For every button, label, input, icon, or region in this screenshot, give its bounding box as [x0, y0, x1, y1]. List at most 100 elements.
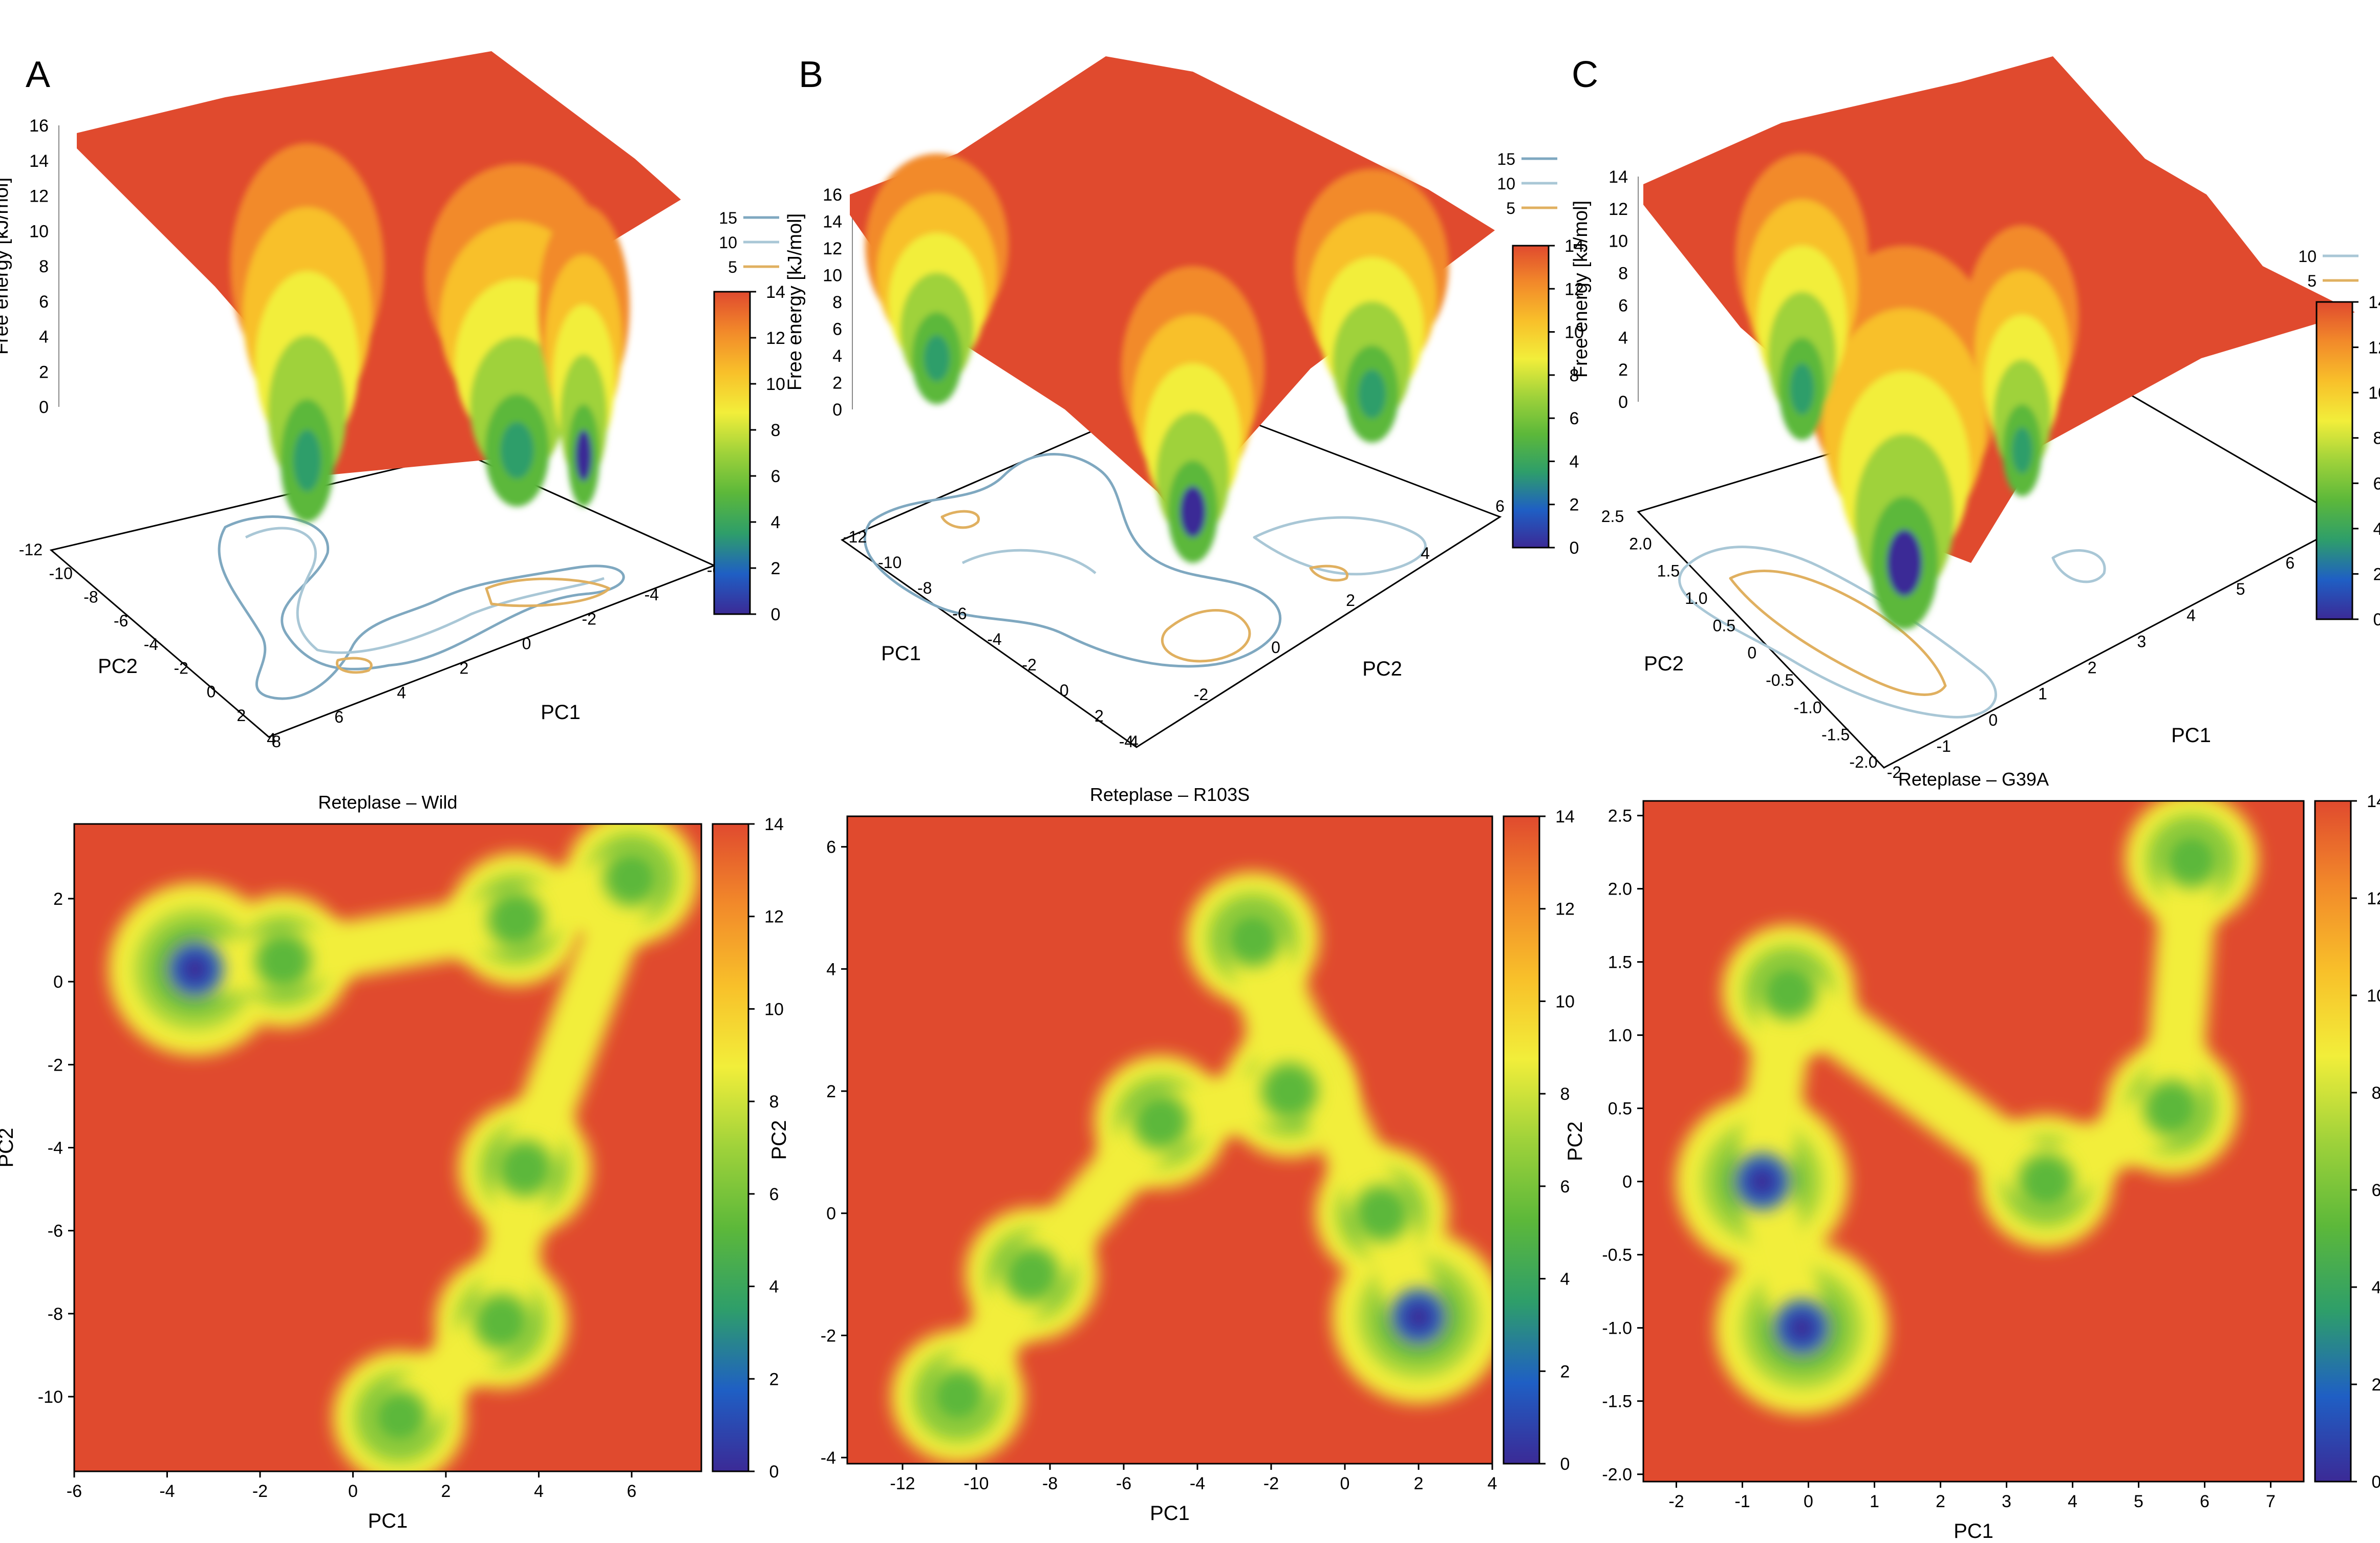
- x-tick-label: 4: [534, 1482, 544, 1501]
- z-tick-label: 8: [1618, 264, 1628, 284]
- heatmap-global-minimum: [1747, 1166, 1778, 1197]
- z-tick-label: 4: [1618, 328, 1628, 347]
- heatmap-basin-core: [497, 1140, 553, 1197]
- contour-legend-label: 5: [2307, 272, 2317, 290]
- colorbar-tick-label: 0: [769, 1462, 779, 1482]
- y-tick-label: 0.5: [1608, 1099, 1632, 1119]
- y-tick-label: 6: [826, 838, 836, 857]
- colorbar-tick-label: 14: [764, 815, 784, 834]
- floor-y-tick-label: 0: [1747, 644, 1756, 662]
- contour-legend-label: 5: [728, 258, 737, 276]
- heatmap-inner: [930, 910, 1447, 1425]
- z-axis-label: Free energy [kJ/mol]: [0, 178, 12, 355]
- floor-y-tick-label: 0: [207, 683, 216, 701]
- heatmap-ridge: [1003, 1093, 1189, 1303]
- heatmap-basin-core: [255, 932, 312, 989]
- floor-y-tick-label: 0: [1271, 638, 1280, 657]
- x-tick-label: 2: [1414, 1474, 1424, 1493]
- colorbar-tick-label: 10: [2367, 986, 2380, 1006]
- z-tick-label: 6: [39, 292, 49, 312]
- floor-x-tick-label: -4: [645, 585, 659, 604]
- x-tick-label: -8: [1042, 1474, 1058, 1493]
- colorbar-tick-label: 2: [2373, 564, 2380, 584]
- z-tick-label: 10: [1609, 232, 1628, 251]
- colorbar-tick-label: 2: [2372, 1375, 2380, 1395]
- colorbar-tick-label: 8: [771, 421, 781, 440]
- y-tick-label: 0: [1622, 1172, 1632, 1192]
- contour-legend-label: 10: [719, 233, 737, 252]
- x-tick-label: 4: [2068, 1492, 2077, 1511]
- y-tick-label: 2.0: [1608, 880, 1632, 899]
- z-axis-label: Free energy [kJ/mol]: [1570, 201, 1592, 378]
- floor-contour: [335, 577, 611, 674]
- x-axis-label: PC1: [368, 1510, 408, 1532]
- surface-funnel-tip: [2012, 427, 2032, 473]
- y-tick-label: -6: [48, 1222, 63, 1241]
- floor-y-axis-label: PC2: [98, 655, 138, 678]
- z-tick-label: 10: [29, 222, 49, 241]
- floor-x-tick-label: 2: [1095, 707, 1104, 725]
- surface-body: [850, 56, 1495, 563]
- heatmap-field: [891, 872, 1492, 1463]
- x-tick-label: 6: [627, 1482, 636, 1501]
- floor-x-tick-label: 4: [2186, 606, 2196, 624]
- floor-contour: [218, 515, 625, 700]
- x-tick-label: -10: [963, 1474, 989, 1493]
- x-tick-label: 4: [1488, 1474, 1497, 1493]
- floor-contour: [2051, 549, 2106, 583]
- surface-funnel-tip: [1180, 486, 1206, 537]
- heatmap-basin-core: [2143, 1080, 2200, 1137]
- x-axis-label: PC1: [1150, 1502, 1190, 1525]
- surface-panel-b: B 0 2 4 6 8 10 12 14 16 Free energy [kJ/mol] -12 -10…: [784, 54, 1584, 751]
- floor-x-tick-label: 5: [2236, 580, 2245, 598]
- x-tick-label: -4: [1190, 1474, 1205, 1493]
- colorbar-tick-label: 6: [769, 1185, 779, 1204]
- contour-legend-label: 10: [1497, 175, 1515, 193]
- floor-x-tick-label: 0: [1988, 711, 1998, 729]
- colorbar-tick-label: 10: [764, 999, 784, 1019]
- colorbar-tick-label: 2: [1560, 1362, 1570, 1381]
- floor-contours: [863, 453, 1427, 668]
- floor-x-tick-label: -4: [987, 630, 1001, 648]
- colorbar-tick-label: 14: [2368, 293, 2380, 312]
- floor-x-tick-label: 6: [2285, 554, 2295, 572]
- surface-body: [77, 51, 681, 522]
- x-tick-label: 2: [1936, 1492, 1945, 1511]
- z-axis-label: Free energy [kJ/mol]: [784, 213, 806, 390]
- floor-y-tick-label: 4: [267, 730, 276, 748]
- y-tick-label: -8: [48, 1305, 63, 1324]
- colorbar-tick-label: 14: [2367, 792, 2380, 811]
- colorbar-gradient: [712, 823, 749, 1472]
- z-tick-label: 8: [832, 293, 842, 312]
- floor-y-tick-label: -4: [144, 635, 158, 654]
- x-tick-label: 5: [2134, 1492, 2143, 1511]
- contour-legend: 15 10 5: [1497, 150, 1557, 218]
- z-tick-label: 0: [1618, 393, 1628, 412]
- floor-contour: [1678, 546, 1997, 719]
- z-tick-label: 12: [29, 187, 49, 206]
- floor-y-tick-label: -1.5: [1821, 726, 1850, 744]
- colorbar-tick-label: 8: [2372, 1083, 2380, 1103]
- floor-x-tick-label: 3: [2137, 632, 2146, 650]
- y-tick-label: -4: [48, 1139, 63, 1158]
- floor-x-tick-label: -6: [952, 604, 967, 623]
- x-tick-label: 0: [348, 1482, 358, 1501]
- floor-y-tick-label: 1.0: [1685, 589, 1707, 607]
- colorbar-tick-label: 12: [764, 907, 784, 927]
- floor-contour: [1729, 570, 1947, 696]
- colorbar-tick-label: 10: [1564, 323, 1584, 342]
- heatmap-ridge: [255, 891, 544, 989]
- y-tick-label: -2: [48, 1055, 63, 1075]
- x-tick-label: -1: [1734, 1492, 1750, 1511]
- floor-x-tick-label: 0: [522, 635, 531, 653]
- colorbar-tick-label: 2: [771, 559, 781, 578]
- heatmap-global-minimum: [1786, 1312, 1817, 1343]
- floor-x-axis-label: PC1: [541, 701, 581, 724]
- floor-contour: [863, 453, 1282, 668]
- floor-y-tick-label: 2.5: [1601, 507, 1624, 526]
- floor-y-tick-label: 2.0: [1629, 534, 1652, 553]
- surface-funnels: [865, 154, 1449, 563]
